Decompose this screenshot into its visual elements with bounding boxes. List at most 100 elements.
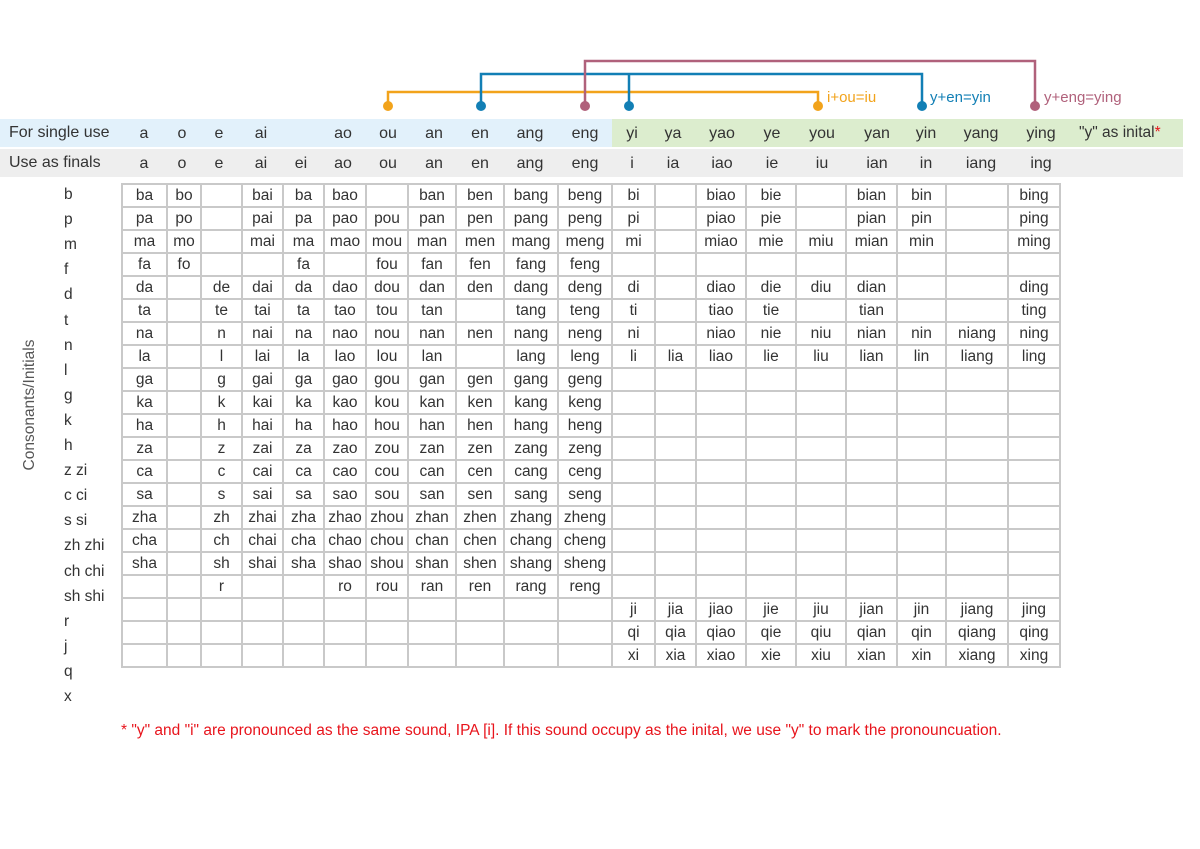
syllable-cell — [121, 574, 168, 599]
syllable-cell — [695, 367, 747, 392]
syllable-cell — [945, 183, 1009, 208]
syllable-cell: pao — [323, 206, 367, 231]
connector-dot — [1030, 101, 1040, 111]
syllable-cell: sang — [503, 482, 559, 507]
connector-dot — [580, 101, 590, 111]
syllable-cell: qia — [654, 620, 697, 645]
syllable-cell: mang — [503, 229, 559, 254]
syllable-cell: sheng — [557, 551, 613, 576]
syllable-cell: sao — [323, 482, 367, 507]
syllable-cell: s — [200, 482, 243, 507]
syllable-cell: hai — [241, 413, 284, 438]
syllable-cell — [1007, 436, 1061, 461]
syllable-cell: xiao — [695, 643, 747, 668]
syllable-cell: nie — [745, 321, 797, 346]
syllable-cell: chang — [503, 528, 559, 553]
syllable-cell: ken — [455, 390, 505, 415]
syllable-cell: ch — [200, 528, 243, 553]
syllable-cell: cang — [503, 459, 559, 484]
syllable-cell: pa — [121, 206, 168, 231]
syllable-cell: liao — [695, 344, 747, 369]
syllable-cell: bang — [503, 183, 559, 208]
syllable-cell: lai — [241, 344, 284, 369]
syllable-cell: za — [121, 436, 168, 461]
syllable-cell — [945, 298, 1009, 323]
syllable-cell — [200, 183, 243, 208]
syllable-cell: cao — [323, 459, 367, 484]
syllable-cell — [365, 183, 409, 208]
syllable-cell: lie — [745, 344, 797, 369]
syllable-cell: qie — [745, 620, 797, 645]
syllable-cell — [845, 367, 898, 392]
syllable-cell: jin — [896, 597, 947, 622]
syllable-cell: dai — [241, 275, 284, 300]
syllable-cell: zhai — [241, 505, 284, 530]
syllable-cell — [166, 298, 202, 323]
syllable-cell — [1007, 367, 1061, 392]
syllable-cell — [896, 459, 947, 484]
syllable-cell — [795, 390, 847, 415]
initial-label: s si — [64, 512, 88, 530]
syllable-cell: gou — [365, 367, 409, 392]
syllable-cell: bo — [166, 183, 202, 208]
syllable-cell: chai — [241, 528, 284, 553]
syllable-cell — [1007, 551, 1061, 576]
syllable-cell: jian — [845, 597, 898, 622]
syllable-cell — [166, 505, 202, 530]
syllable-cell: sen — [455, 482, 505, 507]
syllable-cell: mo — [166, 229, 202, 254]
connector-yeng — [583, 59, 1037, 106]
initial-label: d — [64, 286, 73, 304]
syllable-cell: jiao — [695, 597, 747, 622]
syllable-cell: ting — [1007, 298, 1061, 323]
initial-label: m — [64, 236, 77, 254]
syllable-cell — [795, 574, 847, 599]
initial-label: r — [64, 612, 70, 630]
syllable-cell: da — [282, 275, 325, 300]
finals-title: Use as finals — [9, 154, 101, 171]
syllable-cell — [503, 620, 559, 645]
syllable-cell: lang — [503, 344, 559, 369]
table-row: la l lai la lao lou lan lang leng li lia liao lie liu… — [121, 344, 1061, 369]
syllable-cell: xie — [745, 643, 797, 668]
initial-label: b — [64, 186, 73, 203]
syllable-cell: tie — [745, 298, 797, 323]
single-use-title: For single use — [9, 124, 110, 141]
initial-label: zh zhi — [64, 537, 105, 555]
final-item: ai — [254, 155, 268, 172]
table-row: ji jia jiao jie jiu jian jin jiang jing — [121, 597, 1061, 622]
final-item: iu — [815, 155, 829, 172]
final-item: e — [214, 155, 224, 172]
syllable-cell — [407, 643, 457, 668]
syllable-cell — [1007, 574, 1061, 599]
syllable-cell — [845, 459, 898, 484]
syllable-cell — [166, 436, 202, 461]
syllable-cell: jiang — [945, 597, 1009, 622]
syllable-cell: xin — [896, 643, 947, 668]
syllable-cell: lin — [896, 344, 947, 369]
syllable-cell: hao — [323, 413, 367, 438]
syllable-cell — [795, 505, 847, 530]
table-row: ga g gai ga gao gou gan gen gang geng — [121, 367, 1061, 392]
single-use-item: o — [177, 125, 187, 142]
final-item: ei — [294, 155, 308, 172]
syllable-cell — [745, 505, 797, 530]
syllable-cell — [166, 321, 202, 346]
syllable-cell — [695, 390, 747, 415]
syllable-cell — [745, 528, 797, 553]
syllable-cell — [654, 206, 697, 231]
syllable-cell — [166, 275, 202, 300]
syllable-cell: liu — [795, 344, 847, 369]
syllable-cell — [121, 643, 168, 668]
syllable-cell — [282, 643, 325, 668]
syllable-cell: ka — [282, 390, 325, 415]
syllable-cell — [166, 620, 202, 645]
table-row: fa fo fa fou fan fen fang feng — [121, 252, 1061, 277]
syllable-cell: xiu — [795, 643, 847, 668]
syllable-cell: min — [896, 229, 947, 254]
syllable-cell: ban — [407, 183, 457, 208]
syllable-cell — [654, 459, 697, 484]
syllable-cell: l — [200, 344, 243, 369]
syllable-cell — [695, 252, 747, 277]
initial-label: f — [64, 261, 69, 279]
